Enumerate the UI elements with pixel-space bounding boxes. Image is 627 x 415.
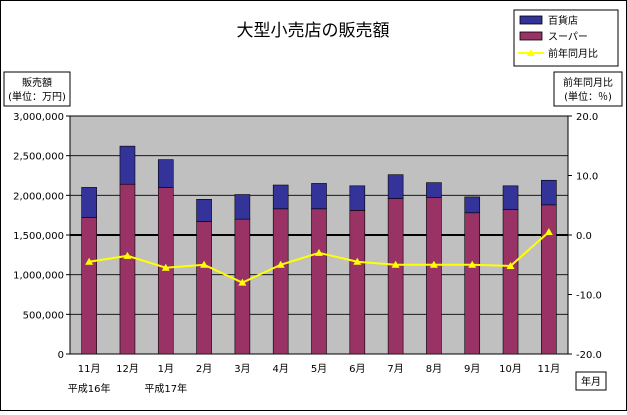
- yoy-point: [238, 278, 247, 286]
- left-axis-ticks: 0 500,000 1,000,000 1,500,000 2,000,000 2,500…: [13, 112, 70, 361]
- right-axis-label-line1: 前年同月比: [563, 76, 613, 89]
- bar-department-store: [119, 145, 136, 185]
- legend: 百貨店 スーパー 前年同月比: [513, 9, 619, 67]
- left-tick-label: 1,500,000: [13, 231, 64, 242]
- legend-label-supermarket: スーパー: [548, 31, 588, 43]
- bar-supermarket: [541, 204, 557, 355]
- bar-supermarket: [426, 197, 442, 355]
- bar-department-store: [272, 184, 289, 210]
- bar-department-store: [464, 196, 481, 214]
- bar-department-store: [349, 185, 366, 211]
- yoy-point: [429, 260, 438, 268]
- era-label: 平成16年: [68, 382, 111, 395]
- left-tick-label: 2,000,000: [13, 191, 64, 202]
- x-tick-label: 2月: [196, 363, 212, 375]
- right-axis-ticks: -20.0 -10.0 0.0 10.0 20.0: [568, 112, 602, 361]
- right-axis-label-box: [553, 71, 623, 107]
- bar-supermarket: [349, 210, 366, 355]
- yoy-point: [506, 261, 515, 269]
- bar-supermarket: [234, 218, 251, 355]
- x-tick-label: 3月: [234, 363, 250, 375]
- left-tick-label: 2,500,000: [13, 152, 64, 163]
- chart-title: 大型小売店の販売額: [237, 21, 390, 41]
- era-label: 平成17年: [144, 382, 187, 395]
- line-layer: [85, 228, 553, 286]
- yoy-point: [391, 260, 400, 268]
- x-tick-label: 6月: [349, 363, 365, 375]
- right-tick-label: 20.0: [576, 112, 598, 123]
- bar-department-store: [81, 187, 97, 218]
- legend-marker-yoy-icon: [527, 49, 535, 56]
- yoy-point: [353, 257, 362, 265]
- x-tick-label: 1月: [158, 363, 174, 375]
- x-axis-ticks: 11月 12月 1月 2月 3月 4月 5月 6月 7月 8月 9月 10月 11月: [78, 363, 560, 375]
- legend-swatch-supermarket: [519, 31, 543, 41]
- right-tick-label: 0.0: [576, 231, 592, 242]
- bar-supermarket: [272, 208, 289, 355]
- bar-department-store: [541, 179, 557, 206]
- x-tick-label: 12月: [116, 363, 139, 375]
- right-tick-label: 10.0: [576, 172, 598, 183]
- left-tick-label: 3,000,000: [13, 112, 64, 123]
- x-tick-label: 7月: [387, 363, 403, 375]
- era-labels: 平成16年 平成17年: [68, 382, 187, 395]
- yoy-point: [544, 228, 553, 236]
- bar-supermarket: [311, 208, 327, 355]
- bars-layer: [81, 145, 557, 355]
- bar-supermarket: [502, 209, 519, 355]
- x-tick-label: 8月: [426, 363, 442, 375]
- bar-supermarket: [119, 183, 136, 355]
- yoy-point: [468, 260, 477, 268]
- bar-department-store: [234, 194, 251, 220]
- legend-label-yoy: 前年同月比: [548, 47, 598, 60]
- left-tick-label: 500,000: [23, 310, 64, 321]
- legend-swatch-department-store: [519, 15, 543, 25]
- bar-supermarket: [387, 198, 404, 355]
- left-axis-label-box: [3, 71, 71, 107]
- x-axis-label: 年月: [581, 375, 601, 388]
- x-axis-label-box: [575, 371, 607, 391]
- x-tick-label: 11月: [78, 363, 101, 375]
- yoy-point: [276, 260, 285, 268]
- legend-label-department-store: 百貨店: [548, 14, 578, 27]
- bar-department-store: [157, 159, 174, 188]
- x-tick-label: 5月: [311, 363, 327, 375]
- bar-department-store: [311, 183, 327, 210]
- bar-department-store: [387, 174, 404, 199]
- bar-supermarket: [464, 212, 481, 355]
- right-axis-label-line2: (単位：％): [564, 90, 612, 103]
- yoy-point: [200, 260, 209, 268]
- yoy-point: [161, 263, 170, 271]
- x-tick-label: 9月: [464, 363, 480, 375]
- x-tick-label: 10月: [499, 363, 522, 375]
- right-tick-label: -20.0: [576, 350, 602, 361]
- bar-supermarket: [196, 221, 212, 355]
- yoy-point: [315, 248, 323, 256]
- left-tick-label: 0: [58, 350, 64, 361]
- bar-supermarket: [81, 217, 97, 355]
- left-tick-label: 1,000,000: [13, 271, 64, 282]
- yoy-point: [123, 251, 132, 259]
- left-axis-label-line2: (単位：万円): [8, 90, 66, 103]
- bar-department-store: [502, 185, 519, 210]
- yoy-point: [85, 257, 94, 265]
- x-tick-label: 11月: [537, 363, 560, 375]
- right-tick-label: -10.0: [576, 291, 602, 302]
- left-axis-label-line1: 販売額: [22, 76, 52, 89]
- bar-department-store: [426, 182, 442, 199]
- x-tick-label: 4月: [273, 363, 289, 375]
- bar-department-store: [196, 199, 212, 222]
